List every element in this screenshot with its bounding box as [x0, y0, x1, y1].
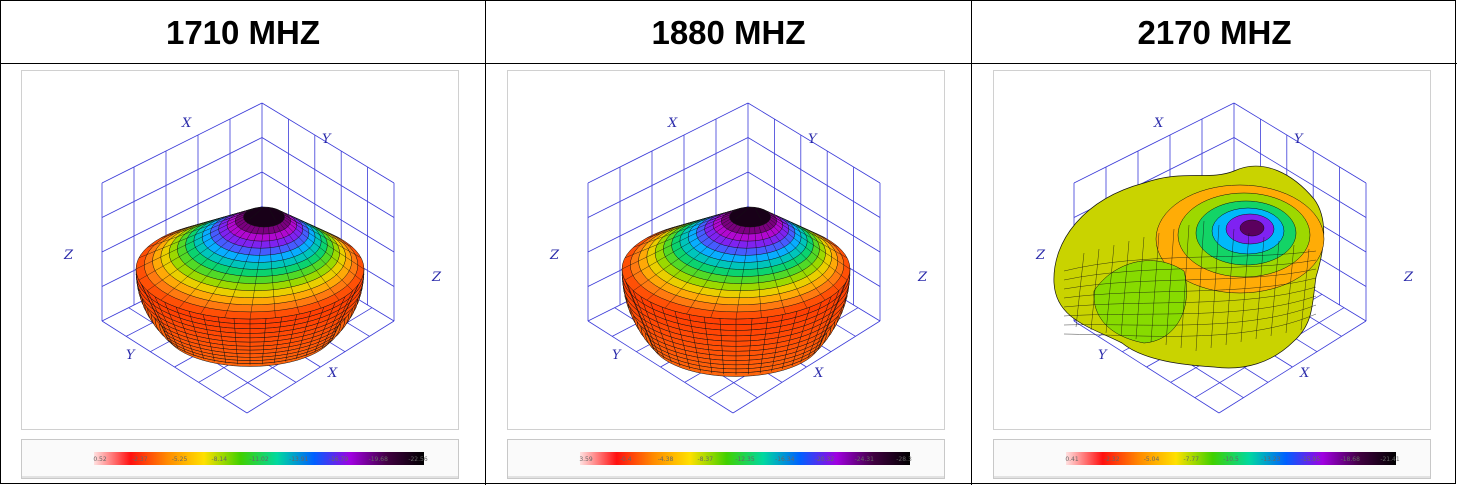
z-axis-label-left: Z — [549, 248, 560, 263]
color-scale-graphic: 0.41 -2.32 -5.04 -7.77 -10.5 -13.23 -15.95 -18.… — [1065, 452, 1400, 465]
z-axis-label-right: Z — [917, 270, 928, 285]
pattern-3d-graphic: X Y Z Z Y X — [63, 102, 442, 414]
pattern-3d-graphic: X Y Z Z Y X — [549, 102, 928, 414]
y-axis-label-top: Y — [1294, 132, 1304, 147]
scale-tick-label: 0.41 — [1065, 456, 1079, 463]
scale-tick-label: -12.35 — [735, 456, 755, 463]
column-title-2170: 2170 MHZ — [1137, 14, 1292, 51]
scale-tick-label: -18.68 — [1341, 456, 1361, 463]
radiation-pattern-plot-2170: X Y Z Z Y X — [993, 70, 1431, 430]
color-scale-2170: 0.41 -2.32 -5.04 -7.77 -10.5 -13.23 -15.95 -18.… — [993, 439, 1431, 479]
scale-tick-label: -21.41 — [1380, 456, 1400, 463]
pattern-3d-graphic: X Y Z Z Y X — [1035, 102, 1414, 414]
scale-tick-label: -5.25 — [172, 456, 188, 463]
radiation-surface — [1053, 165, 1325, 369]
column-divider — [971, 1, 972, 485]
scale-tick-label: -10.5 — [1223, 456, 1239, 463]
radiation-surface — [621, 206, 851, 377]
x-axis-label-bottom: X — [1299, 366, 1310, 381]
x-axis-label-top: X — [1153, 116, 1164, 131]
scale-tick-label: -16.79 — [329, 456, 349, 463]
scale-tick-label: -20.32 — [815, 456, 835, 463]
column-title-1710: 1710 MHZ — [165, 14, 321, 51]
scale-tick-label: -13.91 — [289, 456, 309, 463]
color-scale-graphic: 0.52 -2.37 -5.25 -8.14 -11.02 -13.91 -16.79 -19… — [93, 452, 428, 465]
radiation-surface — [135, 206, 365, 367]
scale-tick-label: -19.68 — [369, 456, 389, 463]
z-axis-label-left: Z — [1035, 248, 1046, 263]
x-axis-label-bottom: X — [327, 366, 338, 381]
x-axis-label-bottom: X — [813, 366, 824, 381]
z-axis-label-right: Z — [431, 270, 442, 285]
column-title-1880: 1880 MHZ — [651, 14, 806, 51]
color-gradient-bar — [1066, 452, 1396, 465]
scale-tick-label: -24.31 — [855, 456, 875, 463]
y-axis-label-bottom: Y — [1098, 348, 1108, 363]
scale-tick-label: -2.37 — [132, 456, 148, 463]
radiation-pattern-plot-1710: X Y Z Z Y X — [21, 70, 459, 430]
color-gradient-bar — [580, 452, 910, 465]
scale-tick-label: -16.34 — [775, 456, 795, 463]
color-scale-graphic: 3.59 -0.4 -4.38 -8.37 -12.35 -16.34 -20.32 -24.… — [579, 452, 912, 465]
color-scale-1710: 0.52 -2.37 -5.25 -8.14 -11.02 -13.91 -16.79 -19… — [21, 439, 459, 479]
scale-tick-label: -22.56 — [408, 456, 428, 463]
scale-tick-label: -8.14 — [211, 456, 227, 463]
y-axis-label-top: Y — [808, 132, 818, 147]
header-row — [1, 1, 1457, 64]
color-scale-1880: 3.59 -0.4 -4.38 -8.37 -12.35 -16.34 -20.32 -24.… — [507, 439, 945, 479]
scale-tick-label: -2.32 — [1104, 456, 1120, 463]
scale-tick-label: -4.38 — [658, 456, 674, 463]
color-gradient-bar — [94, 452, 424, 465]
y-axis-label-bottom: Y — [612, 348, 622, 363]
scale-tick-label: -8.37 — [697, 456, 713, 463]
scale-tick-label: -5.04 — [1144, 456, 1160, 463]
scale-tick-label: -28.3 — [896, 456, 912, 463]
z-axis-label-right: Z — [1403, 270, 1414, 285]
column-divider — [485, 1, 486, 485]
y-axis-label-bottom: Y — [126, 348, 136, 363]
scale-tick-label: -7.77 — [1183, 456, 1199, 463]
z-axis-label-left: Z — [63, 248, 74, 263]
x-axis-label-top: X — [667, 116, 678, 131]
scale-tick-label: -13.23 — [1261, 456, 1281, 463]
x-axis-label-top: X — [181, 116, 192, 131]
scale-tick-label: -0.4 — [620, 456, 632, 463]
scale-tick-label: 3.59 — [579, 456, 593, 463]
scale-tick-label: 0.52 — [93, 456, 107, 463]
y-axis-label-top: Y — [322, 132, 332, 147]
radiation-pattern-plot-1880: X Y Z Z Y X — [507, 70, 945, 430]
scale-tick-label: -11.02 — [249, 456, 269, 463]
scale-tick-label: -15.95 — [1301, 456, 1321, 463]
